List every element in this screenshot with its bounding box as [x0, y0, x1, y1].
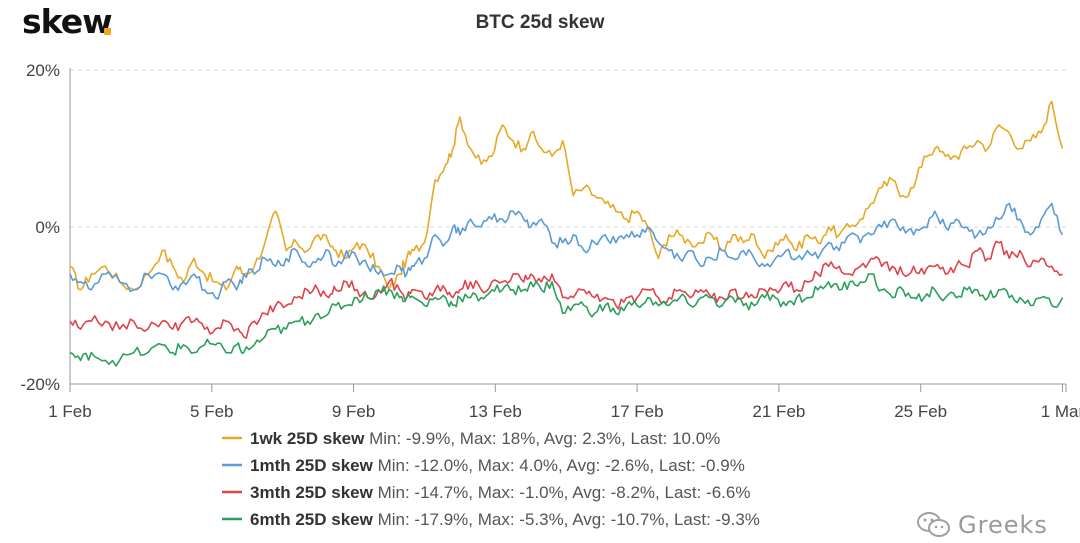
- skew-logo: skew: [22, 2, 113, 41]
- logo-accent-dot: [104, 28, 111, 35]
- x-tick-label: 5 Feb: [190, 402, 233, 421]
- grid: [70, 69, 1066, 385]
- x-tick-label: 21 Feb: [752, 402, 805, 421]
- legend-series-name: 1mth 25D skew: [250, 456, 374, 475]
- legend-series-name: 1wk 25D skew: [250, 429, 365, 448]
- wechat-icon: [917, 512, 950, 537]
- x-tick-label: 1 Feb: [48, 402, 91, 421]
- x-tick-label: 17 Feb: [611, 402, 664, 421]
- legend-series-stats: Min: -17.9%, Max: -5.3%, Avg: -10.7%, La…: [373, 510, 760, 529]
- legend-entry: 6mth 25D skew Min: -17.9%, Max: -5.3%, A…: [250, 510, 760, 529]
- y-tick-label: 20%: [26, 61, 60, 80]
- x-tick-label: 13 Feb: [469, 402, 522, 421]
- series-line-3mth: [69, 240, 1063, 339]
- watermark-text: Greeks: [958, 511, 1048, 539]
- legend-series-stats: Min: -9.9%, Max: 18%, Avg: 2.3%, Last: 1…: [364, 429, 720, 448]
- legend-entry: 1wk 25D skew Min: -9.9%, Max: 18%, Avg: …: [250, 429, 720, 448]
- legend: 1wk 25D skew Min: -9.9%, Max: 18%, Avg: …: [222, 429, 760, 529]
- legend-series-name: 3mth 25D skew: [250, 483, 374, 502]
- y-tick-label: 0%: [35, 218, 60, 237]
- chart-title: BTC 25d skew: [476, 12, 605, 33]
- series-line-1mth: [69, 202, 1064, 300]
- series-lines: [69, 100, 1064, 367]
- y-tick-label: -20%: [20, 375, 60, 394]
- x-tick-label: 9 Feb: [332, 402, 375, 421]
- legend-entry: 1mth 25D skew Min: -12.0%, Max: 4.0%, Av…: [250, 456, 745, 475]
- x-tick-label: 1 Mar: [1041, 402, 1080, 421]
- series-line-1wk: [69, 100, 1064, 291]
- legend-entry: 3mth 25D skew Min: -14.7%, Max: -1.0%, A…: [250, 483, 750, 502]
- legend-series-name: 6mth 25D skew: [250, 510, 374, 529]
- x-tick-label: 25 Feb: [894, 402, 947, 421]
- watermark: Greeks: [916, 511, 1048, 539]
- legend-series-stats: Min: -12.0%, Max: 4.0%, Avg: -2.6%, Last…: [373, 456, 745, 475]
- axes: -20% 0% 20% 1 Feb 5 Feb 9 Feb 13 Feb 17 Feb 21 F…: [20, 61, 1080, 421]
- legend-series-stats: Min: -14.7%, Max: -1.0%, Avg: -8.2%, Las…: [373, 483, 751, 502]
- series-line-6mth: [69, 273, 1064, 367]
